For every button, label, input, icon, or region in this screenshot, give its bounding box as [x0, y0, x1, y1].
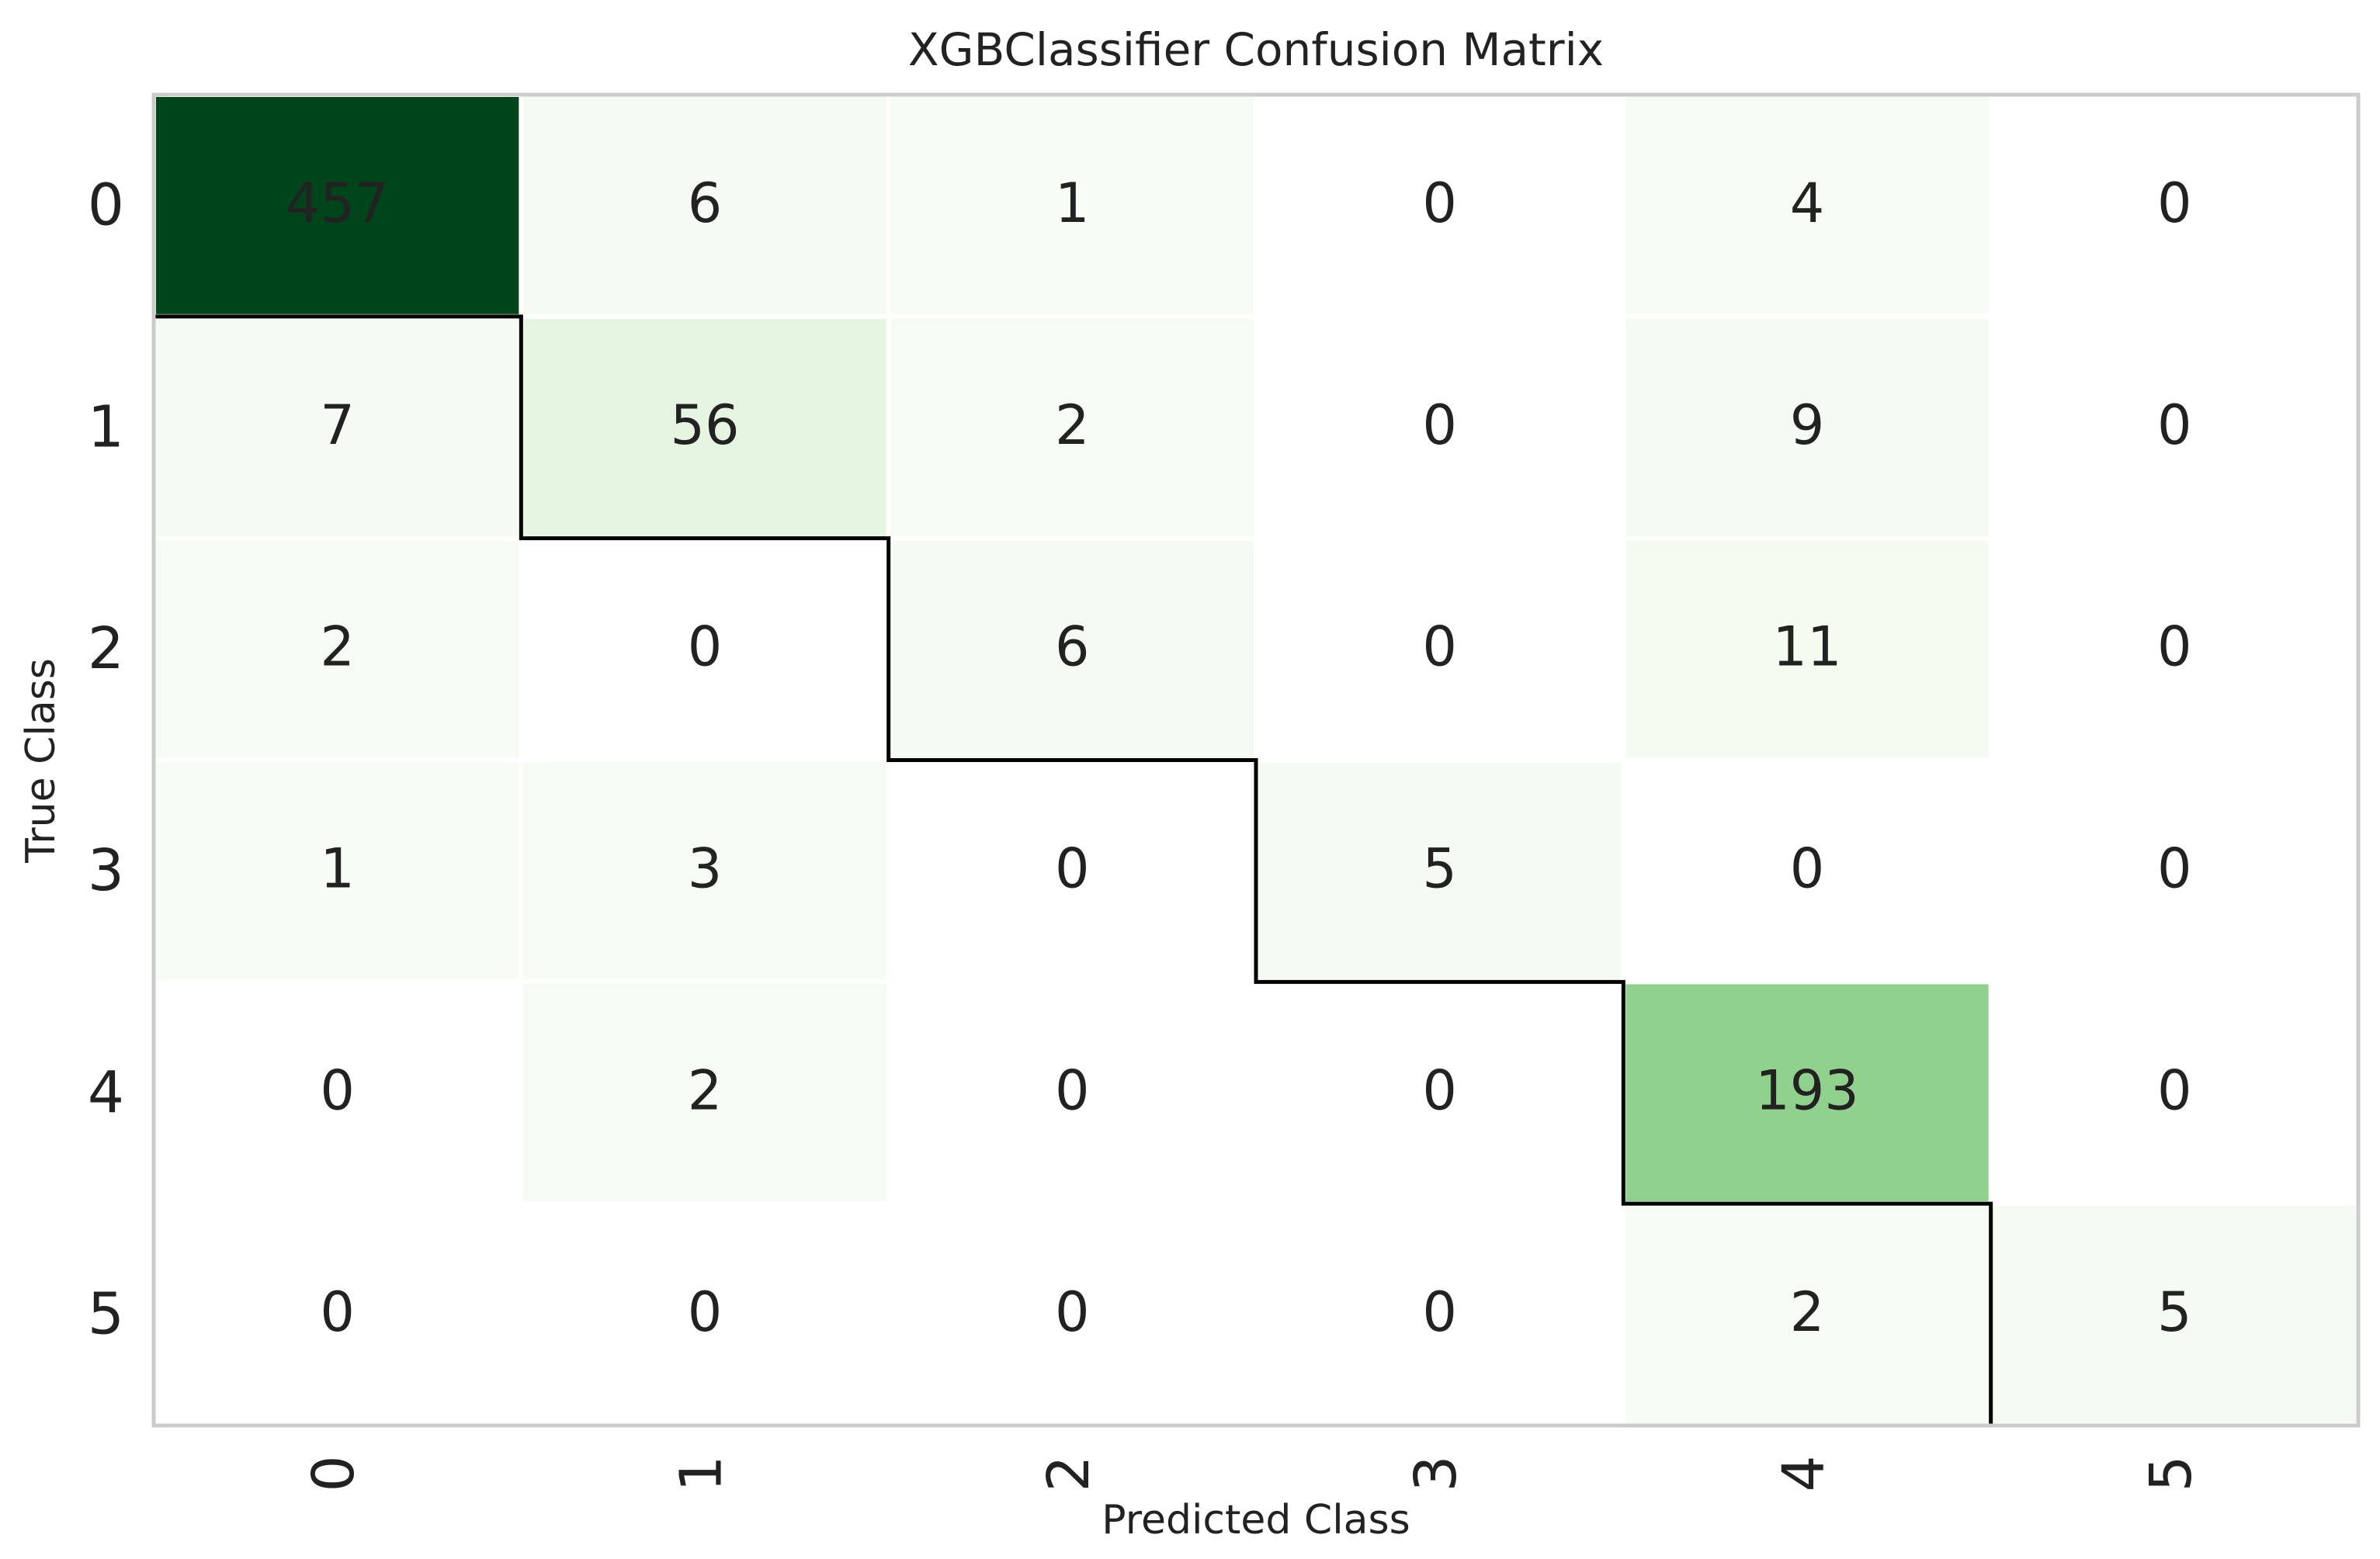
cell-label: 1 [1055, 171, 1090, 235]
cell-label: 5 [1422, 837, 1457, 900]
cell-label: 56 [670, 393, 739, 457]
cell [156, 984, 519, 1202]
cell [890, 540, 1254, 758]
cell [1625, 984, 1989, 1202]
cell [890, 1206, 1254, 1423]
cell-label: 0 [1790, 837, 1825, 900]
x-tick-label: 5 [2138, 1455, 2205, 1491]
cell-label: 0 [688, 1280, 723, 1344]
cell [523, 984, 886, 1202]
cell [156, 762, 519, 980]
cell-label: 6 [688, 171, 723, 235]
cell-label: 0 [320, 1058, 355, 1122]
cell-label: 0 [2157, 393, 2192, 457]
cell-label: 2 [1055, 393, 1090, 457]
cell [1993, 762, 2356, 980]
cell [1625, 318, 1989, 536]
diagonal-outline [154, 314, 1993, 1426]
cell-label: 0 [1422, 393, 1457, 457]
overlay [151, 92, 2361, 1428]
cells: 457 6 1 0 4 0 7 56 2 0 9 0 2 0 6 0 11 0 1 3 0 5 0 0 0 2 0 0 193 0 0 0 0 0… [156, 97, 2356, 1423]
x-tick-label: 2 [1036, 1455, 1102, 1491]
cell-label: 0 [320, 1280, 355, 1344]
cell-label: 2 [1790, 1280, 1825, 1344]
cell-label: 0 [2157, 1058, 2192, 1122]
y-tick-label: 5 [88, 1281, 124, 1348]
cell [1993, 540, 2356, 758]
cell-label: 2 [320, 615, 355, 679]
cell-label: 0 [2157, 171, 2192, 235]
cell [890, 97, 1254, 314]
cell-label: 0 [688, 615, 723, 679]
cell-label: 0 [1422, 1280, 1457, 1344]
cell-label: 0 [1422, 615, 1457, 679]
cell [1258, 97, 1622, 314]
cell-label: 0 [2157, 615, 2192, 679]
cell [1625, 762, 1989, 980]
cell [1993, 984, 2356, 1202]
cell-label: 7 [320, 393, 355, 457]
cell-label: 0 [1055, 837, 1090, 900]
x-axis-label: Predicted Class [1102, 1497, 1410, 1543]
cell [890, 984, 1254, 1202]
x-tick-label: 0 [300, 1455, 367, 1491]
y-tick-label: 2 [88, 615, 124, 682]
x-tick-label: 3 [1403, 1455, 1469, 1491]
cell-label: 4 [1790, 171, 1825, 235]
y-axis-label: True Class [18, 658, 64, 864]
cell [1625, 540, 1989, 758]
cell [156, 318, 519, 536]
cell [1625, 97, 1989, 314]
cell-label: 0 [1422, 1058, 1457, 1122]
cell [156, 97, 519, 314]
cell [1258, 1206, 1622, 1423]
cell [523, 318, 886, 536]
cell-label: 5 [2157, 1280, 2192, 1344]
cell [156, 540, 519, 758]
cell [523, 540, 886, 758]
cell [890, 762, 1254, 980]
cell [523, 762, 886, 980]
cell-label: 2 [688, 1058, 723, 1122]
cell-label: 193 [1755, 1058, 1859, 1122]
cell [523, 1206, 886, 1423]
cell [1993, 97, 2356, 314]
y-tick-label: 4 [88, 1059, 124, 1126]
cell [1258, 762, 1622, 980]
x-tick-label: 4 [1771, 1455, 1837, 1491]
cell-label: 1 [320, 837, 355, 900]
y-tick-label: 3 [88, 837, 124, 904]
cell [523, 97, 886, 314]
cell [156, 1206, 519, 1423]
y-tick-label: 0 [88, 171, 124, 238]
cell-label: 3 [688, 837, 723, 900]
cell-label: 9 [1790, 393, 1825, 457]
cell [1258, 318, 1622, 536]
cell-label: 0 [1055, 1058, 1090, 1122]
cell [1993, 1206, 2356, 1423]
cell-label: 6 [1055, 615, 1090, 679]
cell [1258, 984, 1622, 1202]
cell-label: 0 [2157, 837, 2192, 900]
y-tick-label: 1 [88, 393, 124, 460]
cell [1993, 318, 2356, 536]
cell-label: 11 [1772, 615, 1841, 679]
plot-border [151, 92, 2361, 1428]
cell-label: 457 [286, 171, 390, 235]
x-tick-label: 1 [668, 1455, 735, 1491]
cell-label: 0 [1422, 171, 1457, 235]
cell-label: 0 [1055, 1280, 1090, 1344]
cell [890, 318, 1254, 536]
cell [1625, 1206, 1989, 1423]
chart-title: XGBClassifier Confusion Matrix [908, 23, 1604, 76]
cell [1258, 540, 1622, 758]
